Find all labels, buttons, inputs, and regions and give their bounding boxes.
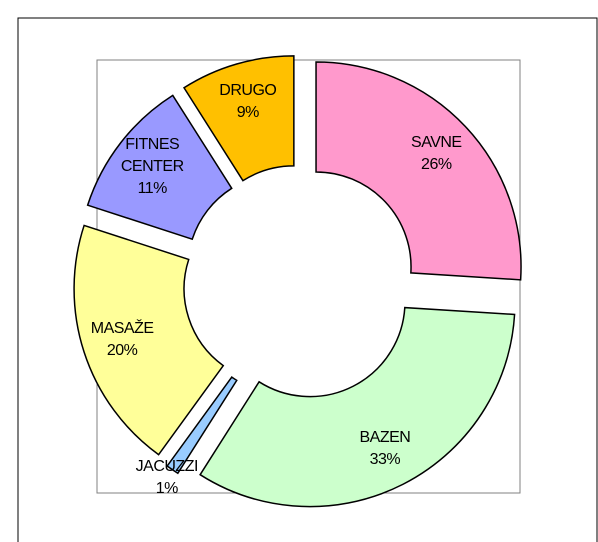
slice-label: MASAŽE 20% <box>77 318 167 362</box>
slice-name: SAVNE <box>411 133 462 151</box>
slice-value: 1% <box>155 480 179 498</box>
slice-value: 33% <box>369 450 401 468</box>
outer-frame <box>17 17 598 542</box>
slice-label: SAVNE 26% <box>391 132 481 176</box>
slice-label: BAZEN 33% <box>340 427 430 471</box>
slice-name: BAZEN <box>359 428 411 446</box>
slice-name: JACUZZI <box>135 458 199 476</box>
donut-slice <box>86 94 233 241</box>
slice-name: MASAŽE <box>90 319 154 337</box>
slice-label: FITNES CENTER 11% <box>107 134 197 200</box>
slice-name: DRUGO <box>219 82 277 100</box>
donut-slice <box>166 376 238 475</box>
donut-slice <box>182 55 295 182</box>
slice-value: 26% <box>421 155 452 173</box>
donut-slice <box>73 224 225 456</box>
slice-name: FITNES CENTER <box>120 136 184 176</box>
slice-label: JACUZZI 1% <box>122 456 212 500</box>
slice-value: 9% <box>236 104 260 122</box>
slice-value: 11% <box>137 180 168 198</box>
donut-slice <box>315 61 522 281</box>
slice-label: DRUGO 9% <box>203 80 293 124</box>
slice-value: 20% <box>106 341 138 359</box>
donut-slice <box>199 306 516 508</box>
